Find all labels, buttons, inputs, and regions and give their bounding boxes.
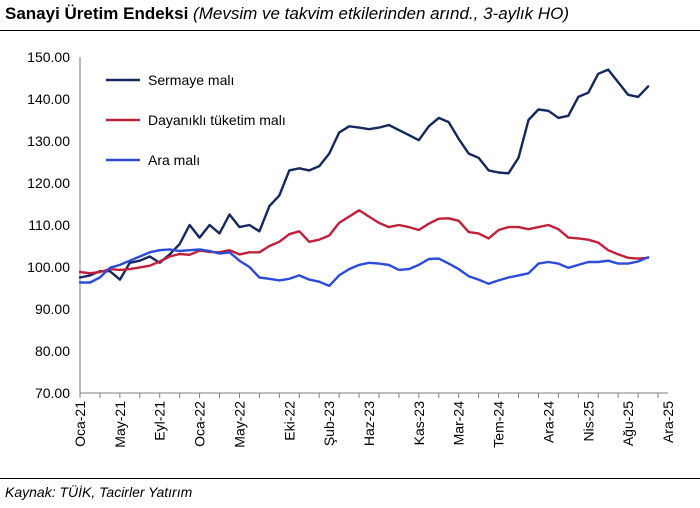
x-tick-label: Şub-23 <box>321 401 337 446</box>
chart-subtitle: (Mevsim ve takvim etkilerinden arınd., 3… <box>193 4 570 23</box>
source-note: Kaynak: TÜİK, Tacirler Yatırım <box>5 484 193 500</box>
chart-title: Sanayi Üretim Endeksi <box>5 4 189 23</box>
series-line-2 <box>78 209 650 275</box>
series-line-3 <box>78 248 650 288</box>
series-line-1 <box>78 68 650 281</box>
x-tick-label: Ağu-25 <box>620 401 636 446</box>
legend-label-1: Sermaye malı <box>148 72 234 88</box>
y-tick-label: 80.00 <box>35 343 70 359</box>
x-tick-label: Eyl-21 <box>152 401 168 441</box>
line-chart: 70.00 80.00 90.00 100.00 110.00 120.00 130.00 1… <box>27 49 676 448</box>
y-tick-label: 90.00 <box>35 301 70 317</box>
footer-divider <box>0 478 700 479</box>
y-tick-label: 100.00 <box>27 259 70 275</box>
chart-title-row: Sanayi Üretim Endeksi (Mevsim ve takvim … <box>5 4 569 24</box>
x-tick-label: Oca-22 <box>192 401 208 447</box>
x-tick-label: Ara-25 <box>660 401 676 443</box>
x-tick-label: Mar-24 <box>451 401 467 446</box>
legend-label-3: Ara malı <box>148 152 200 168</box>
y-tick-label: 120.00 <box>27 175 70 191</box>
title-divider <box>0 30 700 31</box>
y-tick-label: 70.00 <box>35 385 70 401</box>
y-tick-label: 110.00 <box>28 217 70 233</box>
y-tick-label: 140.00 <box>27 91 70 107</box>
y-tick-label: 150.00 <box>27 49 70 65</box>
x-tick-label: Ara-24 <box>540 401 556 443</box>
x-tick-label: Kas-23 <box>411 401 427 446</box>
x-tick-label: May-22 <box>231 401 247 448</box>
legend-label-2: Dayanıklı tüketim malı <box>148 112 286 128</box>
x-tick-label: Oca-21 <box>72 401 88 447</box>
x-tick-label: Tem-24 <box>491 401 507 448</box>
x-tick-label: Haz-23 <box>361 401 377 446</box>
y-tick-label: 130.00 <box>27 133 70 149</box>
x-tick-label: Eki-22 <box>281 401 297 441</box>
x-tick-label: Nis-25 <box>580 401 596 442</box>
x-tick-label: May-21 <box>112 401 128 448</box>
